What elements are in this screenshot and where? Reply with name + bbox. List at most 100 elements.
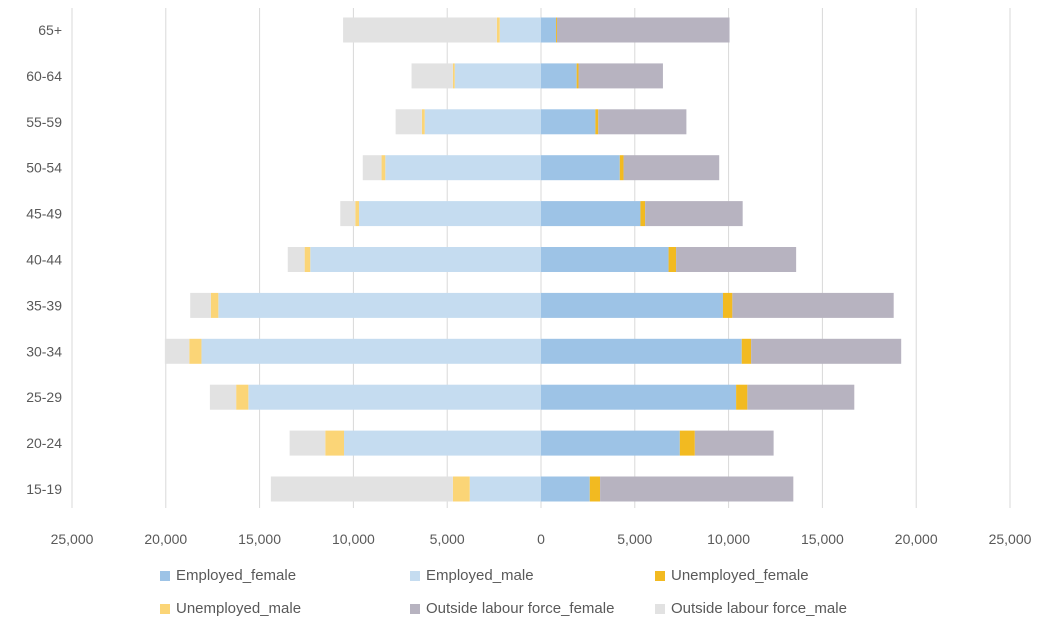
population-pyramid-chart: 15-19 20-24 25-29 30-34 35-39 40-44 45-49 50-54…	[26, 8, 1032, 547]
bar-outside-labour-force-male-55-59	[395, 109, 422, 135]
bar-outside-labour-force-male-40-44	[287, 247, 305, 272]
y-category-label: 25-29	[26, 389, 62, 405]
bar-outside-labour-force-female-45-49	[645, 201, 743, 227]
y-category-label: 60-64	[26, 68, 62, 84]
bar-unemployed-male-35-39	[210, 292, 219, 318]
legend-item: Employed_male	[410, 567, 534, 584]
bar-employed-female-30-34	[541, 338, 742, 364]
bar-unemployed-female-65+	[556, 17, 557, 43]
bar-employed-female-25-29	[541, 384, 737, 410]
bar-unemployed-male-50-54	[381, 155, 386, 181]
legend: Employed_female Employed_male Unemployed_f…	[0, 560, 1041, 624]
bar-employed-female-50-54	[541, 155, 620, 181]
bar-employed-female-60-64	[541, 63, 577, 89]
x-tick-label: 5,000	[617, 531, 652, 547]
bar-outside-labour-force-male-15-19	[270, 476, 453, 502]
bar-employed-female-20-24	[541, 430, 680, 456]
bar-unemployed-female-40-44	[668, 247, 677, 272]
bar-employed-female-55-59	[541, 109, 596, 135]
bar-employed-male-25-29	[248, 384, 541, 410]
bar-outside-labour-force-male-65+	[343, 17, 497, 43]
legend-item: Unemployed_female	[655, 567, 809, 584]
y-category-label: 15-19	[26, 481, 62, 497]
y-category-label: 30-34	[26, 343, 62, 359]
x-tick-label: 5,000	[430, 531, 465, 547]
legend-label: Outside labour force_female	[426, 600, 615, 617]
bar-unemployed-male-45-49	[355, 201, 360, 227]
x-tick-label: 20,000	[895, 531, 938, 547]
legend-label: Unemployed_female	[671, 567, 809, 584]
legend-swatch	[410, 570, 420, 581]
bar-employed-female-65+	[541, 17, 557, 43]
bar-unemployed-male-40-44	[304, 247, 311, 272]
y-category-label: 55-59	[26, 114, 62, 130]
legend-swatch	[160, 570, 170, 581]
bar-outside-labour-force-female-65+	[556, 17, 730, 43]
bar-unemployed-male-55-59	[421, 109, 425, 135]
legend-item: Employed_female	[160, 567, 296, 584]
legend-label: Employed_female	[176, 567, 297, 584]
y-category-label: 20-24	[26, 435, 62, 451]
bar-unemployed-female-50-54	[619, 155, 624, 181]
x-axis-tick-labels: 25,000 20,000 15,000 10,000 5,000 0 5,000 10,00…	[51, 531, 1032, 547]
bar-outside-labour-force-male-25-29	[209, 384, 237, 410]
bar-outside-labour-force-female-30-34	[751, 338, 902, 364]
legend-item: Unemployed_male	[160, 600, 301, 617]
bar-employed-male-30-34	[201, 338, 541, 364]
bar-employed-male-45-49	[359, 201, 541, 227]
bar-outside-labour-force-male-60-64	[411, 63, 453, 89]
bar-unemployed-female-60-64	[576, 63, 579, 89]
bar-unemployed-female-45-49	[640, 201, 646, 227]
legend-label: Outside labour force_male	[671, 600, 847, 617]
bar-unemployed-male-25-29	[236, 384, 249, 410]
bar-employed-male-55-59	[424, 109, 541, 135]
x-tick-label: 0	[537, 531, 545, 547]
legend-item: Outside labour force_male	[655, 600, 847, 617]
y-category-label: 50-54	[26, 160, 62, 176]
bar-employed-female-15-19	[541, 476, 590, 502]
bar-unemployed-female-35-39	[722, 292, 733, 318]
bar-employed-male-40-44	[310, 247, 541, 272]
bar-unemployed-female-25-29	[736, 384, 748, 410]
bar-unemployed-male-20-24	[325, 430, 345, 456]
legend-swatch	[160, 603, 170, 614]
bar-unemployed-female-55-59	[595, 109, 599, 135]
y-category-label: 40-44	[26, 252, 62, 268]
bar-outside-labour-force-female-20-24	[694, 430, 774, 456]
bar-unemployed-female-20-24	[679, 430, 695, 456]
bar-employed-male-35-39	[218, 292, 541, 318]
bar-outside-labour-force-female-55-59	[598, 109, 687, 135]
bar-outside-labour-force-male-20-24	[289, 430, 326, 456]
legend-label: Unemployed_male	[176, 600, 302, 617]
x-tick-label: 25,000	[989, 531, 1032, 547]
bar-employed-male-20-24	[344, 430, 541, 456]
bar-unemployed-female-30-34	[741, 338, 752, 364]
legend-swatch	[655, 570, 665, 581]
y-axis-category-labels: 15-19 20-24 25-29 30-34 35-39 40-44 45-49 50-54…	[26, 22, 62, 497]
bar-outside-labour-force-female-40-44	[676, 247, 797, 272]
x-tick-label: 10,000	[707, 531, 750, 547]
bar-outside-labour-force-male-45-49	[340, 201, 356, 227]
bar-employed-female-40-44	[541, 247, 669, 272]
bar-unemployed-male-60-64	[452, 63, 455, 89]
x-tick-label: 20,000	[144, 531, 187, 547]
bar-employed-male-50-54	[385, 155, 541, 181]
bar-unemployed-female-15-19	[589, 476, 601, 502]
bar-outside-labour-force-male-50-54	[362, 155, 382, 181]
bar-employed-male-60-64	[454, 63, 541, 89]
x-tick-label: 10,000	[332, 531, 375, 547]
bar-outside-labour-force-female-35-39	[732, 292, 894, 318]
bar-unemployed-male-65+	[496, 17, 500, 43]
y-category-label: 45-49	[26, 206, 62, 222]
x-tick-label: 15,000	[801, 531, 844, 547]
bar-outside-labour-force-female-50-54	[623, 155, 720, 181]
legend-swatch	[410, 603, 420, 614]
bar-outside-labour-force-female-25-29	[747, 384, 855, 410]
bar-outside-labour-force-female-60-64	[578, 63, 663, 89]
legend-swatch	[655, 603, 665, 614]
y-category-label: 65+	[38, 22, 62, 38]
legend-label: Employed_male	[426, 567, 534, 584]
legend-item: Outside labour force_female	[410, 600, 614, 617]
bar-employed-male-65+	[499, 17, 541, 43]
bar-employed-female-35-39	[541, 292, 723, 318]
